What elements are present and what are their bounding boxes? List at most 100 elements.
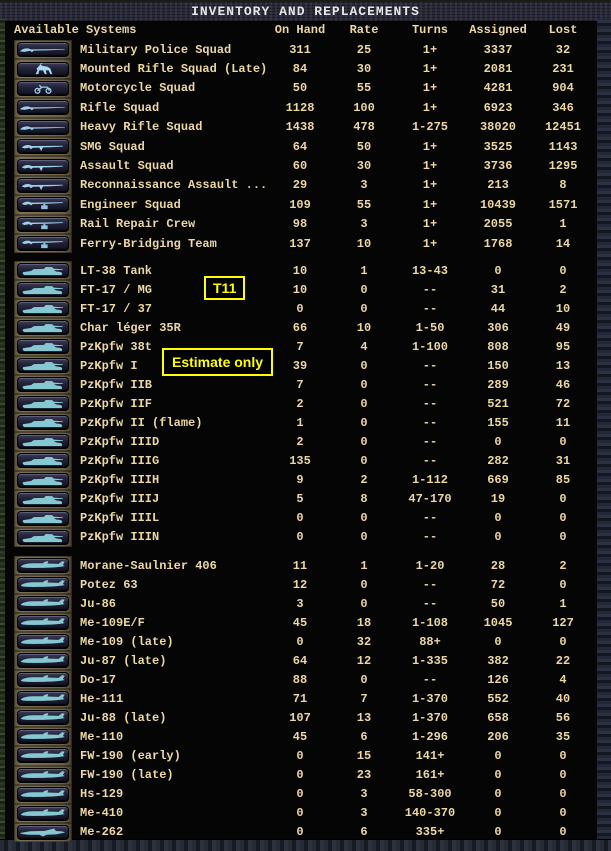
system-name[interactable]: Heavy Rifle Squad xyxy=(80,120,203,135)
horse-icon[interactable] xyxy=(17,61,69,77)
system-name[interactable]: PzKpfw IIIJ xyxy=(80,492,160,507)
system-name[interactable]: PzKpfw IIF xyxy=(80,396,153,411)
jet-icon[interactable] xyxy=(17,824,69,840)
rifle-icon[interactable] xyxy=(17,119,69,135)
tank-icon[interactable] xyxy=(17,434,69,450)
system-name[interactable]: Reconnaissance Assault ... xyxy=(80,178,268,193)
system-name[interactable]: Assault Squad xyxy=(80,159,174,174)
plane-icon[interactable] xyxy=(17,634,69,650)
rifle-icon[interactable] xyxy=(17,42,69,58)
engineer-rifle-icon[interactable] xyxy=(17,197,69,213)
on-hand-value: 0 xyxy=(296,748,304,763)
plane-icon[interactable] xyxy=(17,596,69,612)
plane-icon[interactable] xyxy=(17,748,69,764)
system-name[interactable]: PzKpfw IIIH xyxy=(80,473,160,488)
system-name[interactable]: Me-109E/F xyxy=(80,615,145,630)
inventory-row: FW-190 (early) 0 15 141+ 0 0 xyxy=(14,746,595,766)
rate-value: 2 xyxy=(360,473,368,488)
system-name[interactable]: PzKpfw I xyxy=(80,358,138,373)
system-name[interactable]: LT-38 Tank xyxy=(80,263,153,278)
rate-value: 13 xyxy=(356,710,372,725)
tank-icon[interactable] xyxy=(17,301,69,317)
system-name[interactable]: Ju-86 xyxy=(80,596,117,611)
tank-icon[interactable] xyxy=(17,529,69,545)
system-name[interactable]: PzKpfw IIB xyxy=(80,377,153,392)
inventory-row: PzKpfw IIID 2 0 -- 0 0 xyxy=(14,432,595,452)
engineer-rifle-icon[interactable] xyxy=(17,236,69,252)
system-name[interactable]: PzKpfw IIIG xyxy=(80,453,160,468)
system-name[interactable]: Motorcycle Squad xyxy=(80,81,196,96)
smg-icon[interactable] xyxy=(17,177,69,193)
system-name[interactable]: Ferry-Bridging Team xyxy=(80,236,217,251)
system-name[interactable]: Hs-129 xyxy=(80,787,124,802)
system-name[interactable]: Ju-88 (late) xyxy=(80,710,167,725)
plane-icon[interactable] xyxy=(17,672,69,688)
lost-value: 49 xyxy=(555,320,571,335)
plane-icon[interactable] xyxy=(17,558,69,574)
tank-icon[interactable] xyxy=(17,339,69,355)
tank-icon[interactable] xyxy=(17,320,69,336)
tank-icon[interactable] xyxy=(17,472,69,488)
tank-icon[interactable] xyxy=(17,453,69,469)
inventory-row: Potez 63 12 0 -- 72 0 xyxy=(14,575,595,595)
system-name[interactable]: Me-410 xyxy=(80,806,124,821)
plane-icon[interactable] xyxy=(17,615,69,631)
system-name[interactable]: Mounted Rifle Squad (Late) xyxy=(80,62,268,77)
smg-icon[interactable] xyxy=(17,139,69,155)
plane-icon[interactable] xyxy=(17,577,69,593)
tank-icon[interactable] xyxy=(17,491,69,507)
motorcycle-icon[interactable] xyxy=(17,80,69,96)
tank-icon[interactable] xyxy=(17,415,69,431)
icon-strip-cell xyxy=(14,195,72,215)
system-name[interactable]: Rail Repair Crew xyxy=(80,217,196,232)
rifle-icon[interactable] xyxy=(17,100,69,116)
on-hand-value: 45 xyxy=(292,615,308,630)
system-name[interactable]: FW-190 (late) xyxy=(80,768,174,783)
system-name[interactable]: Me-110 xyxy=(80,729,124,744)
system-name[interactable]: Potez 63 xyxy=(80,577,138,592)
inventory-row: Me-262 0 6 335+ 0 0 xyxy=(14,822,595,842)
lost-value: 8 xyxy=(559,178,567,193)
plane-icon[interactable] xyxy=(17,729,69,745)
system-name[interactable]: Engineer Squad xyxy=(80,197,181,212)
icon-strip-cell xyxy=(14,470,72,490)
system-name[interactable]: He-111 xyxy=(80,691,124,706)
system-name[interactable]: FT-17 / 37 xyxy=(80,301,153,316)
system-name[interactable]: SMG Squad xyxy=(80,139,145,154)
icon-strip-cell xyxy=(14,117,72,137)
column-lost: Lost xyxy=(548,22,578,37)
tank-icon[interactable] xyxy=(17,282,69,298)
plane-icon[interactable] xyxy=(17,710,69,726)
system-name[interactable]: Military Police Squad xyxy=(80,42,232,57)
plane-icon[interactable] xyxy=(17,786,69,802)
system-name[interactable]: PzKpfw II (flame) xyxy=(80,415,203,430)
system-name[interactable]: FT-17 / MG xyxy=(80,282,153,297)
icon-strip-cell xyxy=(14,318,72,338)
system-name[interactable]: Rifle Squad xyxy=(80,100,160,115)
tank-icon[interactable] xyxy=(17,358,69,374)
tank-icon[interactable] xyxy=(17,510,69,526)
system-name[interactable]: Me-109 (late) xyxy=(80,634,174,649)
system-name[interactable]: Char léger 35R xyxy=(80,320,181,335)
system-name[interactable]: PzKpfw IIIN xyxy=(80,530,160,545)
smg-icon[interactable] xyxy=(17,158,69,174)
system-name[interactable]: PzKpfw 38t xyxy=(80,339,153,354)
plane-icon[interactable] xyxy=(17,691,69,707)
system-name[interactable]: Ju-87 (late) xyxy=(80,653,167,668)
system-name[interactable]: FW-190 (early) xyxy=(80,748,181,763)
system-name[interactable]: Do-17 xyxy=(80,672,117,687)
plane-icon[interactable] xyxy=(17,805,69,821)
system-name[interactable]: PzKpfw IIID xyxy=(80,434,160,449)
tank-icon[interactable] xyxy=(17,396,69,412)
plane-icon[interactable] xyxy=(17,653,69,669)
tank-icon[interactable] xyxy=(17,263,69,279)
engineer-rifle-icon[interactable] xyxy=(17,216,69,232)
lost-value: 32 xyxy=(555,42,571,57)
turns-value: -- xyxy=(422,511,438,526)
system-name[interactable]: PzKpfw IIIL xyxy=(80,511,160,526)
tank-icon[interactable] xyxy=(17,377,69,393)
system-name[interactable]: Me-262 xyxy=(80,825,124,840)
inventory-row: Ferry-Bridging Team 137 10 1+ 1768 14 xyxy=(14,233,595,254)
system-name[interactable]: Morane-Saulnier 406 xyxy=(80,558,217,573)
plane-icon[interactable] xyxy=(17,767,69,783)
